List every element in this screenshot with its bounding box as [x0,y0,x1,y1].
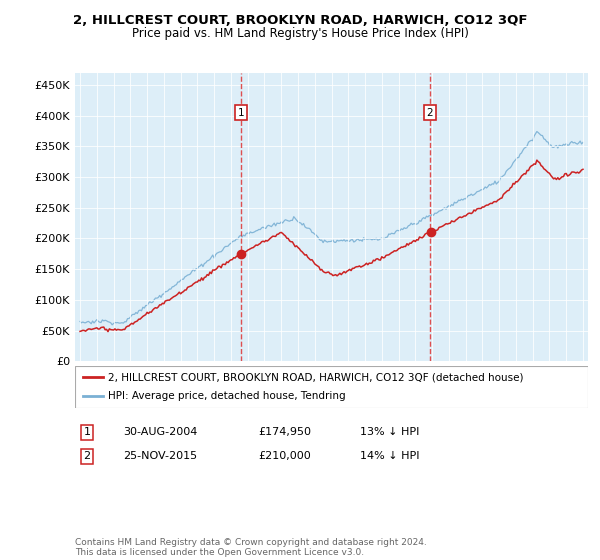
Text: Price paid vs. HM Land Registry's House Price Index (HPI): Price paid vs. HM Land Registry's House … [131,27,469,40]
Text: £174,950: £174,950 [258,427,311,437]
Text: 1: 1 [238,108,244,118]
Text: 2, HILLCREST COURT, BROOKLYN ROAD, HARWICH, CO12 3QF: 2, HILLCREST COURT, BROOKLYN ROAD, HARWI… [73,14,527,27]
Text: HPI: Average price, detached house, Tendring: HPI: Average price, detached house, Tend… [109,391,346,402]
Text: 30-AUG-2004: 30-AUG-2004 [123,427,197,437]
Text: 2: 2 [83,451,91,461]
Text: 2: 2 [427,108,433,118]
Text: 1: 1 [83,427,91,437]
Text: 14% ↓ HPI: 14% ↓ HPI [360,451,419,461]
Text: 25-NOV-2015: 25-NOV-2015 [123,451,197,461]
Text: 13% ↓ HPI: 13% ↓ HPI [360,427,419,437]
Text: 2, HILLCREST COURT, BROOKLYN ROAD, HARWICH, CO12 3QF (detached house): 2, HILLCREST COURT, BROOKLYN ROAD, HARWI… [109,372,524,382]
Text: £210,000: £210,000 [258,451,311,461]
Text: Contains HM Land Registry data © Crown copyright and database right 2024.
This d: Contains HM Land Registry data © Crown c… [75,538,427,557]
